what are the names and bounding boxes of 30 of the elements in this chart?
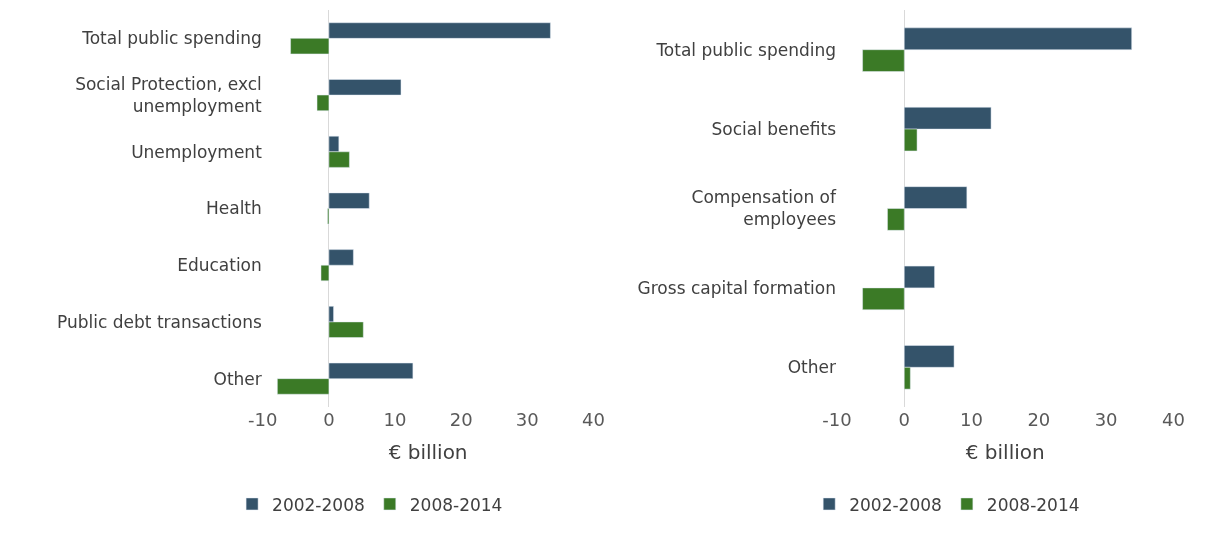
legend-label: 2008-2014 <box>986 494 1080 515</box>
y-tick-label: Compensation of employees <box>691 187 838 230</box>
y-tick-label: Education <box>177 255 262 276</box>
x-tick-label: 30 <box>1094 409 1118 430</box>
x-tick-label: 10 <box>960 409 984 430</box>
y-tick-label: Other <box>787 357 836 378</box>
x-tick-label: 40 <box>1161 409 1185 430</box>
x-axis-title: € billion <box>388 439 468 464</box>
x-tick-label: 40 <box>581 409 605 430</box>
x-tick-label: 10 <box>383 409 407 430</box>
y-tick-label: Other <box>213 368 262 389</box>
y-tick-label: Gross capital formation <box>637 277 836 298</box>
y-tick-label: Social Protection, excl unemployment <box>75 73 263 117</box>
legend-label: 2002-2008 <box>272 494 365 515</box>
y-tick-label: Total public spending <box>655 39 836 60</box>
legend-label: 2008-2014 <box>409 494 503 515</box>
y-tick-label: Total public spending <box>81 28 262 49</box>
y-tick-label: Public debt transactions <box>57 311 262 332</box>
x-tick-label: 20 <box>1027 409 1051 430</box>
x-tick-label: 0 <box>898 409 911 430</box>
y-tick-label: Social benefits <box>711 119 837 140</box>
x-axis-title: € billion <box>965 439 1045 464</box>
x-tick-label: 30 <box>515 409 539 430</box>
x-tick-label: -10 <box>248 409 278 430</box>
legend-label: 2002-2008 <box>849 494 942 515</box>
y-tick-label: Health <box>205 198 262 219</box>
x-tick-label: 0 <box>323 409 335 430</box>
x-tick-label: -10 <box>822 409 852 430</box>
y-tick-label: Unemployment <box>131 141 263 162</box>
x-tick-label: 20 <box>449 409 473 430</box>
